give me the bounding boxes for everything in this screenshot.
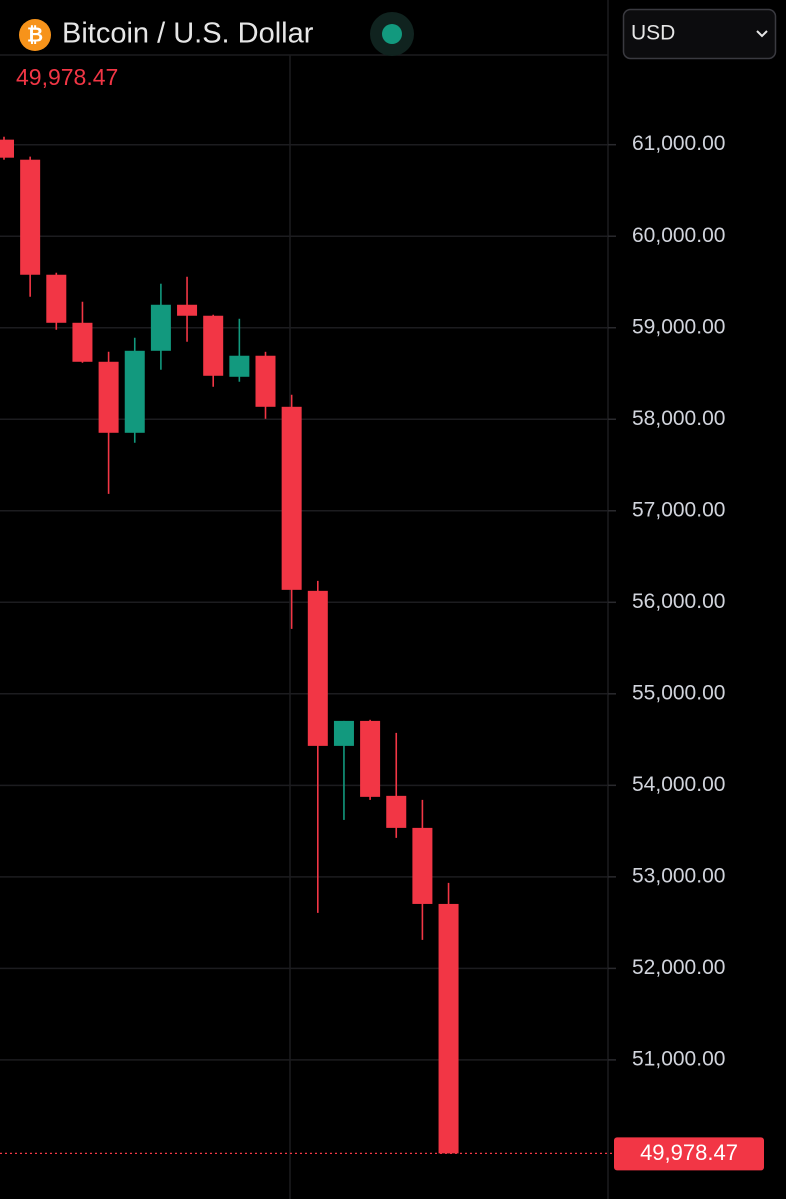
y-tick-label: 56,000.00 bbox=[632, 590, 725, 613]
chart-title: Bitcoin / U.S. Dollar bbox=[62, 18, 314, 50]
y-tick-label: 57,000.00 bbox=[632, 498, 725, 521]
candle-body bbox=[72, 322, 93, 362]
y-tick-label: 58,000.00 bbox=[632, 407, 725, 430]
last-price-badge bbox=[614, 1137, 764, 1171]
last-price-marker: 49,978.47 bbox=[0, 1137, 764, 1171]
candle-body bbox=[333, 720, 354, 746]
y-tick-label: 55,000.00 bbox=[632, 681, 725, 704]
candle-body bbox=[0, 139, 14, 158]
candle-body bbox=[20, 159, 41, 275]
y-tick-label: 60,000.00 bbox=[632, 224, 725, 247]
candle-body bbox=[203, 315, 224, 376]
last-price-badge-label: 49,978.47 bbox=[640, 1140, 738, 1165]
candle-body bbox=[386, 795, 407, 828]
candle-body bbox=[177, 304, 198, 316]
dropdown-chevron bbox=[756, 30, 768, 38]
candle-body bbox=[46, 274, 67, 323]
currency-dropdown[interactable] bbox=[622, 8, 777, 60]
bitcoin-icon bbox=[19, 19, 51, 51]
candle-body bbox=[307, 590, 328, 746]
bitcoin-icon-symbol: ₿ bbox=[27, 24, 43, 46]
last-price-header: 49,978.47 bbox=[16, 64, 118, 90]
candle-body bbox=[281, 406, 302, 590]
candle-body bbox=[229, 355, 250, 377]
candle-body bbox=[98, 361, 119, 433]
y-tick-label: 52,000.00 bbox=[632, 956, 725, 979]
grid: 51,000.00 52,000.00 53,000.00 54,000.00 55,0… bbox=[0, 132, 725, 1070]
candle-body bbox=[255, 355, 276, 407]
candle-body bbox=[360, 720, 381, 797]
y-tick-label: 59,000.00 bbox=[632, 315, 725, 338]
y-tick-label: 51,000.00 bbox=[632, 1047, 725, 1070]
candle-body bbox=[124, 350, 145, 433]
candle-body bbox=[412, 827, 433, 904]
candle-body bbox=[438, 903, 459, 1154]
y-tick-label: 53,000.00 bbox=[632, 864, 725, 887]
y-tick-label: 54,000.00 bbox=[632, 773, 725, 796]
currency-label: USD bbox=[631, 22, 675, 45]
candles bbox=[0, 136, 459, 1154]
candle-body bbox=[150, 304, 171, 351]
y-tick-label: 61,000.00 bbox=[632, 132, 725, 155]
status-dot bbox=[382, 24, 402, 44]
